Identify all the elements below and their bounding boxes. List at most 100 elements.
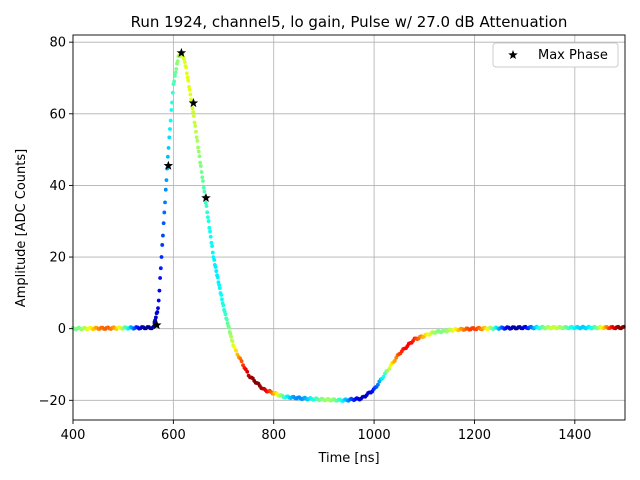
x-tick-label: 800 [261,428,286,443]
pulse-sample-point [167,135,172,140]
legend-star-marker [508,50,518,60]
pulse-samples [71,51,626,403]
pulse-sample-point [212,257,217,262]
pulse-sample-point [196,149,201,154]
y-tick-label: 40 [49,179,66,194]
y-tick-label: 60 [49,107,66,122]
pulse-sample-point [174,67,179,71]
pulse-sample-point [166,146,171,150]
pulse-sample-point [182,60,187,64]
axis-ticks: 400 600 800 1000 1200 1400 −20 0 20 40 60 80 [39,36,592,443]
pulse-sample-point [208,234,213,239]
pulse-sample-point [201,185,206,190]
pulse-sample-point [158,266,163,271]
pulse-sample-point [185,75,190,80]
pulse-sample-point [239,359,244,364]
pulse-sample-point [201,179,205,183]
pulse-sample-point [159,255,164,259]
pulse-sample-point [204,204,209,208]
pulse-sample-point [381,374,386,379]
max-phase-point [163,160,174,170]
pulse-sample-point [387,366,392,371]
pulse-sample-point [194,135,199,140]
pulse-sample-point [217,286,222,290]
pulse-sample-point [160,243,165,247]
pulse-sample-point [184,71,189,76]
pulse-sample-point [202,189,207,194]
pulse-sample-point [187,87,192,92]
pulse-sample-point [224,317,229,322]
pulse-sample-point [210,250,215,255]
pulse-sample-point [190,106,195,111]
pulse-sample-point [203,200,208,205]
pulse-sample-point [245,369,250,374]
pulse-sample-point [199,170,204,174]
pulse-sample-point [221,303,226,308]
pulse-sample-point [194,129,198,134]
pulse-sample-point [207,225,212,230]
pulse-sample-point [184,65,189,70]
max-phase-series [152,47,211,330]
pulse-sample-point [205,210,210,215]
pulse-sample-point [196,145,200,150]
pulse-sample-point [208,229,212,234]
pulse-sample-point [230,339,235,344]
plot-frame [72,34,626,421]
pulse-sample-point [161,233,165,238]
pulse-sample-point [215,275,220,280]
pulse-sample-point [229,334,233,339]
x-axis-label: Time [ns] [317,451,379,466]
x-tick-label: 400 [61,428,86,443]
pulse-sample-point [241,363,245,367]
pulse-sample-point [172,73,177,78]
x-tick-label: 1400 [558,428,591,443]
y-tick-label: 80 [49,36,66,51]
y-tick-label: 20 [49,251,66,266]
pulse-sample-point [164,178,169,182]
pulse-sample-point [197,154,202,159]
pulse-sample-point [214,269,219,273]
x-tick-label: 1000 [358,428,391,443]
pulse-sample-point [158,276,163,280]
y-tick-label: 0 [58,322,66,337]
x-tick-label: 600 [161,428,186,443]
pulse-sample-point [163,187,168,192]
pulse-sample-point [210,244,215,249]
legend: Max Phase [492,42,619,68]
pulse-sample-point [205,215,210,220]
pulse-sample-point [198,164,203,168]
pulse-sample-point [191,110,196,114]
pulse-sample-point [200,175,205,180]
pulse-sample-point [157,288,162,293]
pulse-sample-point [188,92,193,97]
pulse-sample-point [187,84,191,89]
pulse-sample-point [220,297,224,302]
pulse-sample-point [169,108,174,112]
pulse-sample-point [175,59,180,64]
max-phase-point [176,47,187,57]
pulse-sample-point [209,240,214,245]
pulse-sample-point [155,310,160,314]
y-tick-label: −20 [39,394,66,409]
max-phase-point [201,192,211,202]
pulse-sample-point [173,70,178,75]
pulse-sample-point [161,221,166,226]
pulse-sample-point [162,210,167,215]
max-phase-point [152,320,162,330]
pulse-sample-point [172,79,177,84]
pulse-sample-point [165,154,170,159]
legend-box [492,42,619,68]
pulse-sample-point [232,345,237,350]
pulse-sample-point [170,90,175,95]
pulse-sample-point [198,160,203,165]
pulse-sample-point [168,127,172,131]
pulse-sample-point [213,265,218,269]
pulse-sample-point [223,312,228,317]
pulse-sample-point [234,348,238,353]
pulse-sample-point [217,283,222,287]
pulse-sample-point [206,219,211,224]
pulse-sample-point [219,293,224,297]
pulse-sample-point [227,325,231,330]
pulse-sample-point [168,118,173,123]
